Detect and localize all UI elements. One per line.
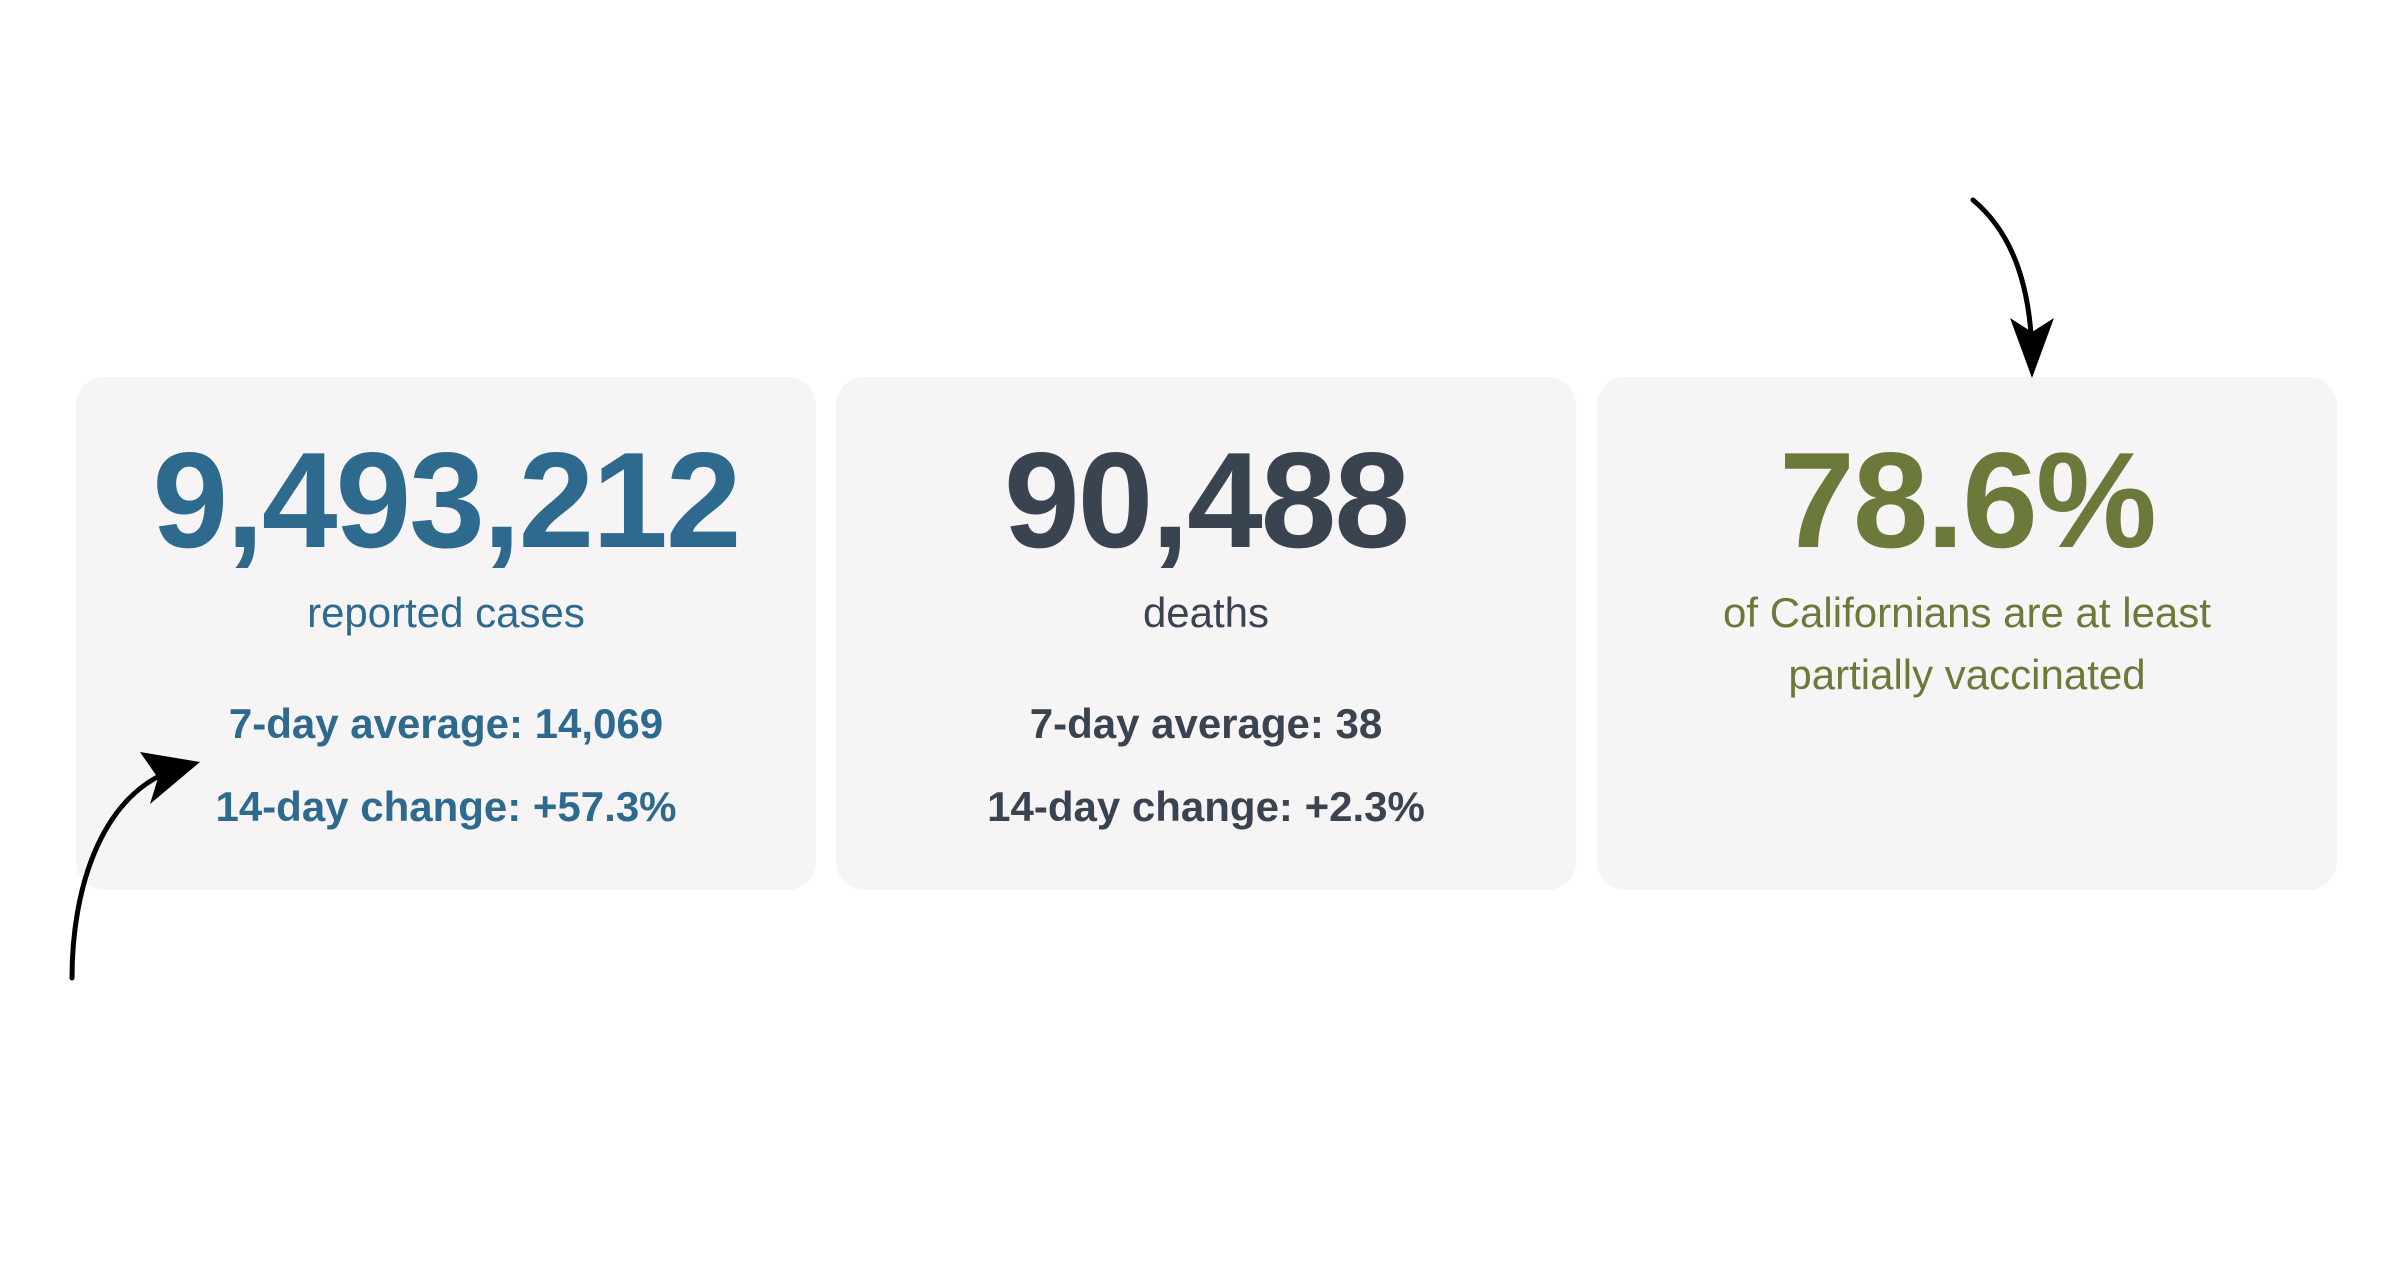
vaccinated-label: of Californians are at least partially v… xyxy=(1723,589,2211,698)
deaths-7-day-average: 7-day average: 38 xyxy=(1029,700,1383,747)
cases-label: reported cases xyxy=(307,589,585,636)
cases-total: 9,493,212 xyxy=(152,424,741,576)
deaths-label: deaths xyxy=(1142,589,1270,636)
cases-7-day-average: 7-day average: 14,069 xyxy=(228,700,664,747)
vaccinated-card: 78.6% of Californians are at least parti… xyxy=(1597,377,2337,890)
vaccinated-percent: 78.6% xyxy=(1779,424,2157,576)
deaths-14-day-change: 14-day change: +2.3% xyxy=(987,783,1425,830)
deaths-card: 90,488 deaths 7-day average: 38 14-day c… xyxy=(836,377,1576,890)
cases-14-day-change: 14-day change: +57.3% xyxy=(215,783,677,830)
cases-card: 9,493,212 reported cases 7-day average: … xyxy=(76,377,816,890)
deaths-total: 90,488 xyxy=(1004,424,1410,576)
curved-arrow-icon xyxy=(1970,197,2054,378)
